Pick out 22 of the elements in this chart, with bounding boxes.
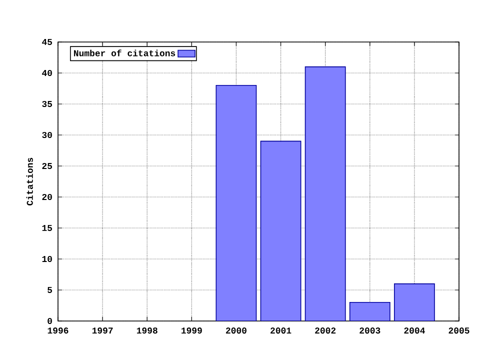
x-tick-label: 2000 <box>226 328 246 334</box>
y-tick-label: 30 <box>42 132 52 138</box>
x-tick-label: 1996 <box>48 328 68 334</box>
x-tick-label: 2002 <box>315 328 336 334</box>
y-axis-title: Citations <box>26 158 33 206</box>
x-tick-label: 1997 <box>92 328 113 334</box>
y-tick-label: 40 <box>42 70 52 76</box>
x-tick-label: 2003 <box>360 328 380 334</box>
y-tick-label: 20 <box>42 194 52 200</box>
x-tick-label: 1998 <box>136 328 158 334</box>
x-tick-label: 2005 <box>448 328 470 334</box>
x-tick-label: 2004 <box>404 328 425 334</box>
y-tick-label: 10 <box>42 256 52 262</box>
y-tick-label: 15 <box>42 225 52 232</box>
y-tick-label: 45 <box>42 39 52 46</box>
y-tick-label: 5 <box>48 287 52 294</box>
y-tick-label: 0 <box>48 318 52 324</box>
legend-label: Number of citations <box>74 50 176 56</box>
y-tick-label: 25 <box>42 162 52 170</box>
x-tick-label: 1999 <box>182 328 202 334</box>
y-tick-label: 35 <box>42 100 52 108</box>
x-tick-label: 2001 <box>270 328 292 334</box>
